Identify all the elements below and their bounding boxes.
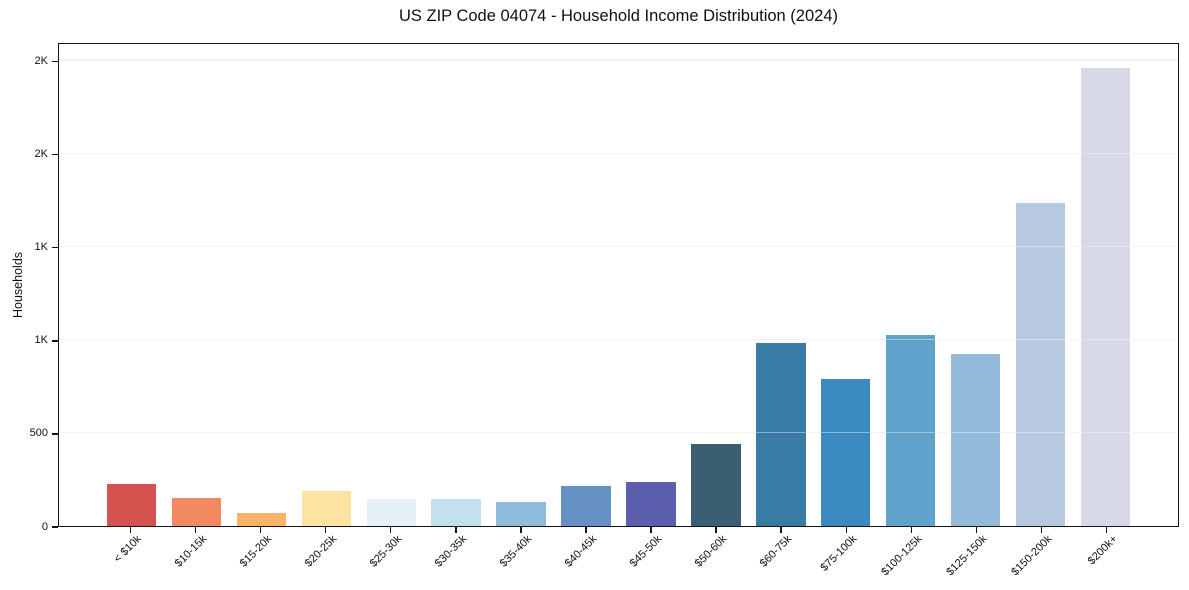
y-tick-mark — [52, 247, 58, 249]
bar-slot — [99, 44, 164, 526]
bar--20-25k — [301, 490, 351, 526]
bar-slot — [1073, 44, 1138, 526]
x-tick-mark — [1040, 527, 1043, 533]
x-tick-label: $35-40k — [497, 533, 535, 570]
x-tick-label: $150-200k — [1009, 533, 1055, 579]
x-tick-label: $100-125k — [879, 533, 925, 579]
y-tick-label: 500 — [29, 427, 48, 440]
bar-slot — [748, 44, 813, 526]
bar--10-15k — [171, 498, 222, 526]
x-tick-mark — [650, 527, 652, 533]
bar--10k — [106, 484, 157, 526]
bar-slot — [878, 44, 943, 526]
gridline-1500 — [59, 245, 1178, 247]
gridline-500 — [59, 431, 1178, 433]
bar-slot — [619, 44, 684, 526]
x-tick-label: < $10k — [111, 533, 145, 566]
y-tick-label: 0 — [41, 520, 48, 533]
x-tick-label: $125-150k — [944, 533, 990, 579]
y-tick-mark — [52, 60, 58, 63]
bar--25-30k — [366, 499, 416, 526]
x-tick-mark — [1105, 527, 1108, 533]
x-tick-label: $60-75k — [758, 533, 795, 570]
bar-slot — [683, 44, 748, 526]
x-tick-mark — [520, 527, 522, 533]
bar--40-45k — [561, 486, 611, 526]
y-tick-mark — [52, 153, 58, 156]
y-tick-mark — [52, 340, 58, 342]
x-tick-label: $45-50k — [627, 533, 665, 570]
gridline-2000 — [59, 152, 1178, 154]
chart-title: US ZIP Code 04074 - Household Income Dis… — [398, 7, 838, 25]
x-tick-label: $200k+ — [1085, 533, 1120, 568]
bar--45-50k — [626, 482, 676, 526]
bar--100-125k — [886, 335, 936, 526]
plot-area — [58, 43, 1179, 527]
x-tick-mark — [259, 527, 262, 533]
x-tick-mark — [390, 527, 392, 533]
bar-slot — [359, 44, 424, 526]
gridline-1000 — [59, 338, 1178, 340]
x-tick-mark — [585, 527, 587, 533]
x-tick-mark — [715, 527, 717, 533]
x-tick-label: $20-25k — [302, 533, 340, 570]
bar--75-100k — [821, 378, 871, 526]
x-tick-label: $30-35k — [432, 533, 470, 570]
y-tick-label: 1K — [34, 334, 48, 347]
bar--150-200k — [1015, 202, 1066, 526]
x-tick-mark — [910, 527, 912, 533]
bar--125-150k — [950, 353, 1001, 526]
bar--60-75k — [756, 343, 806, 526]
x-tick-label: $40-45k — [562, 533, 600, 570]
y-tick-mark — [52, 433, 58, 435]
bar--15-20k — [236, 513, 287, 526]
bar-slot — [164, 44, 229, 526]
bar--50-60k — [691, 444, 741, 526]
bar--35-40k — [496, 501, 546, 526]
bar-slot — [554, 44, 619, 526]
x-tick-mark — [194, 527, 197, 533]
x-tick-label: $10-15k — [172, 533, 210, 570]
bar-slot — [294, 44, 359, 526]
y-tick-label: 2K — [34, 148, 48, 161]
bars — [59, 44, 1178, 526]
y-tick-mark — [52, 526, 58, 528]
x-tick-label: $15-20k — [237, 533, 275, 570]
y-tick-label: 1K — [34, 241, 48, 254]
x-tick-mark — [975, 527, 978, 533]
x-tick-label: $50-60k — [692, 533, 730, 570]
bar--30-35k — [431, 499, 481, 526]
bar-slot — [943, 44, 1008, 526]
gridlines-under — [59, 44, 1178, 526]
bar-slot — [424, 44, 489, 526]
x-tick-mark — [780, 527, 782, 533]
x-tick-mark — [129, 527, 132, 533]
x-tick-mark — [325, 527, 327, 533]
bar-slot — [1008, 44, 1073, 526]
bar--200k+ — [1080, 68, 1131, 526]
gridline-2500 — [59, 59, 1178, 61]
x-tick-label: $25-30k — [367, 533, 405, 570]
bar-slot — [229, 44, 294, 526]
bar-slot — [489, 44, 554, 526]
bar-slot — [813, 44, 878, 526]
x-tick-mark — [455, 527, 457, 533]
x-tick-mark — [845, 527, 847, 533]
x-tick-label: $75-100k — [818, 533, 860, 574]
y-tick-label: 2K — [34, 55, 48, 68]
